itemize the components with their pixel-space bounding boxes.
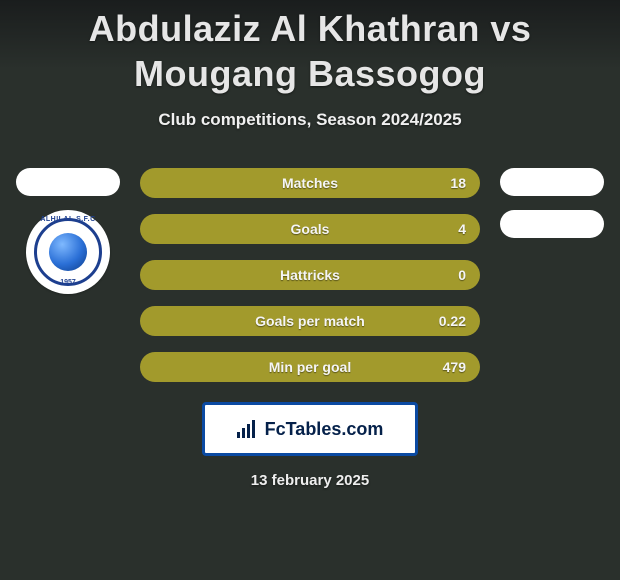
right-player-photo-placeholder [500, 168, 604, 196]
right-player-column [492, 168, 612, 250]
badge-top-text: ALHILAL S.F.C [40, 216, 95, 223]
stat-bar: Hattricks 0 [140, 260, 480, 290]
stat-value: 0.22 [439, 306, 466, 336]
stat-bars: Matches 18 Goals 4 Hattricks 0 Goals per… [140, 168, 480, 398]
left-player-column: ALHILAL S.F.C 1957 [8, 168, 128, 294]
brand-text: FcTables.com [265, 419, 384, 440]
stat-label: Min per goal [140, 352, 480, 382]
stat-value: 0 [458, 260, 466, 290]
stat-label: Matches [140, 168, 480, 198]
left-player-photo-placeholder [16, 168, 120, 196]
badge-bottom-text: 1957 [60, 279, 76, 286]
badge-ball-icon [49, 233, 87, 271]
stats-area: ALHILAL S.F.C 1957 Matches 18 Goals 4 Ha… [0, 168, 620, 388]
stat-value: 479 [443, 352, 466, 382]
stat-value: 4 [458, 214, 466, 244]
stat-bar: Min per goal 479 [140, 352, 480, 382]
stat-label: Goals [140, 214, 480, 244]
stat-bar: Goals per match 0.22 [140, 306, 480, 336]
subtitle: Club competitions, Season 2024/2025 [0, 110, 620, 130]
stat-bar: Goals 4 [140, 214, 480, 244]
stat-value: 18 [450, 168, 466, 198]
brand-badge: FcTables.com [202, 402, 418, 456]
right-club-badge-placeholder [500, 210, 604, 238]
stat-label: Goals per match [140, 306, 480, 336]
stat-bar: Matches 18 [140, 168, 480, 198]
comparison-card: Abdulaziz Al Khathran vs Mougang Bassogo… [0, 0, 620, 580]
stat-label: Hattricks [140, 260, 480, 290]
left-club-badge: ALHILAL S.F.C 1957 [26, 210, 110, 294]
date-line: 13 february 2025 [0, 472, 620, 489]
bars-icon [237, 420, 259, 438]
page-title: Abdulaziz Al Khathran vs Mougang Bassogo… [0, 0, 620, 96]
